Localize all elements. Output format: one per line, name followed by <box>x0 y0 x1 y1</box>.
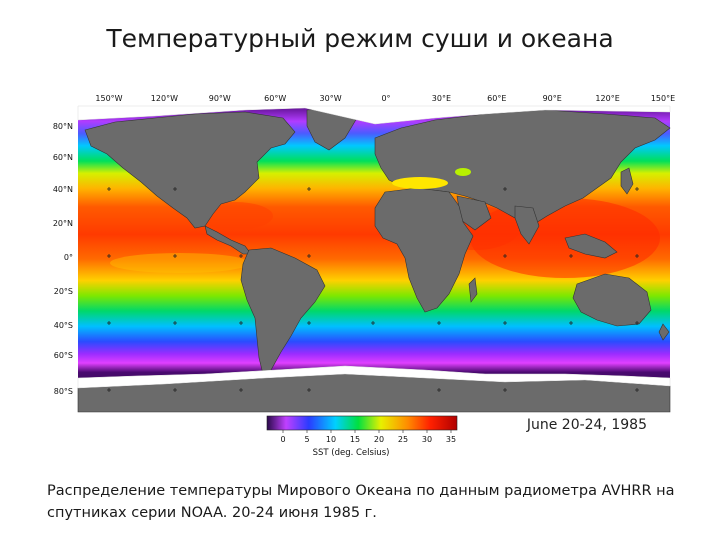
sst-map-figure: 150°W 120°W 90°W 60°W 30°W 0° 30°E 60°E … <box>45 88 675 464</box>
lon-label: 30°W <box>320 94 342 103</box>
colorbar-tick: 15 <box>350 435 360 444</box>
slide-title: Температурный режим суши и океана <box>106 24 614 53</box>
antarctic-sea-ice <box>77 365 671 389</box>
colorbar-tick-marks <box>282 430 452 433</box>
lon-label: 60°W <box>264 94 286 103</box>
south-america <box>240 247 326 375</box>
lat-label: 20°N <box>53 219 73 228</box>
inland-seas <box>392 168 471 189</box>
longitude-labels: 150°W 120°W 90°W 60°W 30°W 0° 30°E 60°E … <box>95 94 675 103</box>
colorbar-title: SST (deg. Celsius) <box>313 448 390 458</box>
japan <box>620 167 634 195</box>
lat-label: 60°N <box>53 153 73 162</box>
lon-label: 60°E <box>487 94 506 103</box>
colorbar-tick: 30 <box>422 435 432 444</box>
australia <box>572 273 652 327</box>
black-sea <box>455 168 471 176</box>
new-zealand <box>658 323 670 341</box>
lat-label: 40°N <box>53 185 73 194</box>
colorbar-tick-labels: 0 5 10 15 20 25 30 35 <box>280 435 456 444</box>
colorbar-tick: 35 <box>446 435 456 444</box>
colorbar-tick: 25 <box>398 435 408 444</box>
lat-label: 80°S <box>54 387 73 396</box>
colorbar-tick: 5 <box>304 435 309 444</box>
lat-label: 80°N <box>53 122 73 131</box>
colorbar: 0 5 10 15 20 25 30 35 SST (deg. Celsius) <box>266 415 458 458</box>
lon-label: 30°E <box>432 94 451 103</box>
sea-ice <box>77 105 671 389</box>
lon-label: 120°E <box>595 94 619 103</box>
lat-label: 0° <box>64 253 73 262</box>
colorbar-tick: 20 <box>374 435 384 444</box>
date-label: June 20-24, 1985 <box>526 417 647 433</box>
lon-label: 90°E <box>543 94 562 103</box>
mediterranean-sea <box>392 177 448 189</box>
lon-label: 90°W <box>209 94 231 103</box>
africa <box>374 187 474 313</box>
land-masses <box>77 107 671 413</box>
lon-label: 0° <box>381 94 390 103</box>
arctic-sea-ice <box>77 105 671 125</box>
figure-caption: Распределение температуры Мирового Океан… <box>47 483 675 521</box>
india <box>514 205 540 245</box>
cold-tongue <box>110 253 250 273</box>
colorbar-tick: 10 <box>326 435 336 444</box>
southeast-asia-islands <box>564 233 618 259</box>
lat-label: 40°S <box>54 321 73 330</box>
madagascar <box>468 277 478 303</box>
lon-label: 150°W <box>95 94 122 103</box>
lon-label: 150°E <box>651 94 675 103</box>
lon-label: 120°W <box>151 94 178 103</box>
lat-label: 60°S <box>54 351 73 360</box>
north-america <box>84 111 296 229</box>
colorbar-ramp <box>266 415 458 431</box>
latitude-labels: 80°N 60°N 40°N 20°N 0° 20°S 40°S 60°S 80… <box>53 122 73 396</box>
graticule <box>107 187 639 392</box>
colorbar-tick: 0 <box>280 435 285 444</box>
lat-label: 20°S <box>54 287 73 296</box>
graticule-crosses <box>107 187 639 392</box>
